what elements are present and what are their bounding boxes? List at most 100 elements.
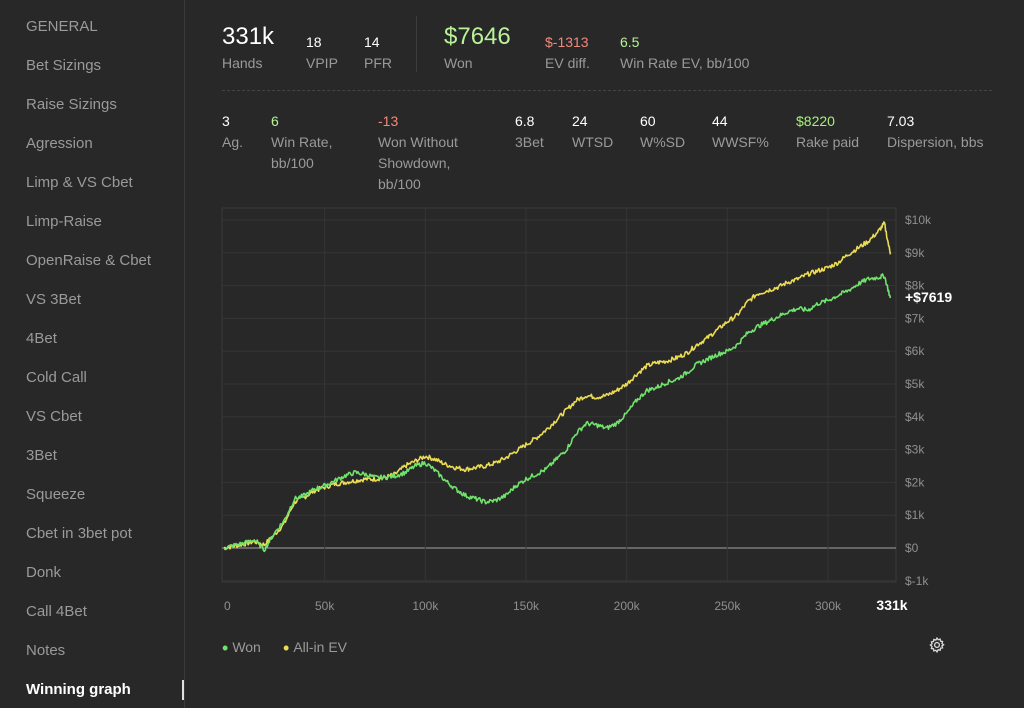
- legend-ev-label: All-in EV: [293, 639, 347, 655]
- stat-hands-value: 331k: [222, 23, 275, 50]
- stat-won-label: Won: [444, 55, 473, 71]
- stat-ag: 3 Ag.: [222, 113, 243, 153]
- y-tick-label: $9k: [905, 246, 925, 260]
- sidebar-item-cbet-3bet-pot[interactable]: Cbet in 3bet pot: [26, 525, 132, 542]
- chart-frame: [221, 207, 897, 583]
- y-tick-label: $2k: [905, 475, 925, 489]
- sidebar-item-raise-sizings[interactable]: Raise Sizings: [26, 96, 117, 113]
- stat-wtsd-label: WTSD: [572, 134, 614, 150]
- stat-ag-value: 3: [222, 113, 230, 129]
- stat-ag-label: Ag.: [222, 134, 244, 150]
- stat-win-rate-label-unit: bb/100: [271, 155, 314, 171]
- y-tick-label: $8k: [905, 279, 925, 293]
- stat-wwsd: -13 Won Without Showdown, bb/100: [378, 113, 458, 195]
- stat-vpip-value: 18: [306, 34, 322, 50]
- x-tick-label: 100k: [412, 599, 439, 613]
- y-tick-label: $-1k: [905, 574, 929, 588]
- series-line-won: [223, 273, 892, 553]
- x-tick-label: 300k: [815, 599, 842, 613]
- stat-vpip: 18 VPIP: [306, 34, 338, 74]
- y-tick-label: $0: [905, 541, 919, 555]
- stat-wwsd-label: Won Without: [378, 134, 458, 150]
- sidebar-item-general[interactable]: GENERAL: [26, 18, 98, 35]
- stat-ev-diff-value: $-1313: [545, 34, 589, 50]
- x-tick-label: 0: [224, 599, 231, 613]
- end-value-label: +$7619: [905, 289, 952, 305]
- stat-won: $7646 Won: [444, 24, 511, 74]
- stat-wsd: 60 W%SD: [640, 113, 685, 153]
- chart-grid: [221, 207, 897, 583]
- stat-wwsd-label-3: bb/100: [378, 176, 421, 192]
- stat-win-rate-ev-label: Win Rate EV, bb/100: [620, 55, 750, 71]
- sidebar-item-winning-graph[interactable]: Winning graph: [26, 681, 131, 698]
- stat-3bet-label: 3Bet: [515, 134, 544, 150]
- stat-win-rate-ev-value: 6.5: [620, 34, 640, 50]
- sidebar-item-vs-3bet[interactable]: VS 3Bet: [26, 291, 82, 308]
- x-tick-label: 250k: [714, 599, 741, 613]
- y-tick-label: $6k: [905, 344, 925, 358]
- sidebar-item-cold-call[interactable]: Cold Call: [26, 369, 87, 386]
- active-item-indicator: [182, 680, 184, 700]
- stat-wsd-value: 60: [640, 113, 656, 129]
- stat-wwsd-value: -13: [378, 113, 399, 129]
- stat-pfr-label: PFR: [364, 55, 392, 71]
- legend-won[interactable]: • Won: [222, 638, 261, 659]
- x-tick-label: 50k: [315, 599, 335, 613]
- stat-win-rate-ev: 6.5 Win Rate EV, bb/100: [620, 34, 749, 74]
- chart-labels: $-1k $0 $1k $2k $3k $4k $5k $6k $7k $8k $9k $10k 0 50…: [224, 213, 952, 613]
- y-tick-label: $5k: [905, 377, 925, 391]
- sidebar-item-openraise-cbet[interactable]: OpenRaise & Cbet: [26, 252, 152, 269]
- sidebar-item-notes[interactable]: Notes: [26, 642, 66, 659]
- stat-ev-diff-label: EV diff.: [545, 55, 590, 71]
- stat-won-value: $7646: [444, 23, 511, 50]
- sidebar-item-vs-cbet[interactable]: VS Cbet: [26, 408, 82, 425]
- x-tick-label: 150k: [513, 599, 540, 613]
- sidebar-item-limp-raise[interactable]: Limp-Raise: [26, 213, 102, 230]
- x-end-label: 331k: [876, 597, 907, 613]
- legend-won-dot: •: [222, 638, 229, 658]
- stat-wtsd: 24 WTSD: [572, 113, 613, 153]
- sidebar-item-call-4bet[interactable]: Call 4Bet: [26, 603, 87, 620]
- series-line-all-in-ev: [223, 221, 892, 551]
- sidebar-item-squeeze[interactable]: Squeeze: [26, 486, 86, 503]
- stat-wwsf-label: WWSF%: [712, 134, 769, 150]
- sidebar-item-4bet[interactable]: 4Bet: [26, 330, 57, 347]
- sidebar-item-limp-vs-cbet[interactable]: Limp & VS Cbet: [26, 174, 133, 191]
- sidebar-item-bet-sizings[interactable]: Bet Sizings: [26, 57, 102, 74]
- y-tick-label: $4k: [905, 410, 925, 424]
- sidebar-nav: GENERAL Bet Sizings Raise Sizings Agress…: [0, 0, 185, 708]
- stat-win-rate: 6 Win Rate, bb/100: [271, 113, 332, 174]
- y-tick-label: $3k: [905, 443, 925, 457]
- stat-win-rate-value: 6: [271, 113, 279, 129]
- stat-3bet: 6.8 3Bet: [515, 113, 544, 153]
- sidebar-item-agression[interactable]: Agression: [26, 135, 93, 152]
- stat-rake: $8220 Rake paid: [796, 113, 859, 153]
- stat-dispersion-label: Dispersion, bbs: [887, 134, 984, 150]
- stat-wwsf: 44 WWSF%: [712, 113, 769, 153]
- legend-ev-dot: •: [283, 638, 290, 658]
- stat-rake-label: Rake paid: [796, 134, 860, 150]
- stat-dispersion: 7.03 Dispersion, bbs: [887, 113, 984, 153]
- stat-wsd-label: W%SD: [640, 134, 686, 150]
- chart-series: [223, 221, 892, 553]
- summary-divider: [416, 16, 417, 72]
- section-divider: [222, 90, 992, 91]
- sidebar-item-donk[interactable]: Donk: [26, 564, 62, 581]
- gear-icon[interactable]: [928, 636, 946, 654]
- stat-win-rate-label: Win Rate,: [271, 134, 333, 150]
- stat-wwsf-value: 44: [712, 113, 728, 129]
- x-tick-label: 200k: [614, 599, 641, 613]
- legend-ev[interactable]: • All-in EV: [283, 638, 347, 659]
- stat-rake-value: $8220: [796, 113, 835, 129]
- stat-hands-label: Hands: [222, 55, 263, 71]
- stat-dispersion-value: 7.03: [887, 113, 915, 129]
- legend-won-label: Won: [232, 639, 261, 655]
- sidebar-item-3bet[interactable]: 3Bet: [26, 447, 57, 464]
- stat-3bet-value: 6.8: [515, 113, 535, 129]
- stat-pfr: 14 PFR: [364, 34, 392, 74]
- stat-ev-diff: $-1313 EV diff.: [545, 34, 590, 74]
- y-tick-label: $7k: [905, 311, 925, 325]
- y-tick-label: $10k: [905, 213, 932, 227]
- stat-hands: 331k Hands: [222, 24, 274, 74]
